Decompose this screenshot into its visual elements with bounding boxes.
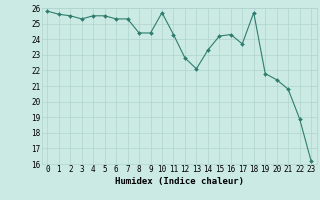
X-axis label: Humidex (Indice chaleur): Humidex (Indice chaleur) (115, 177, 244, 186)
